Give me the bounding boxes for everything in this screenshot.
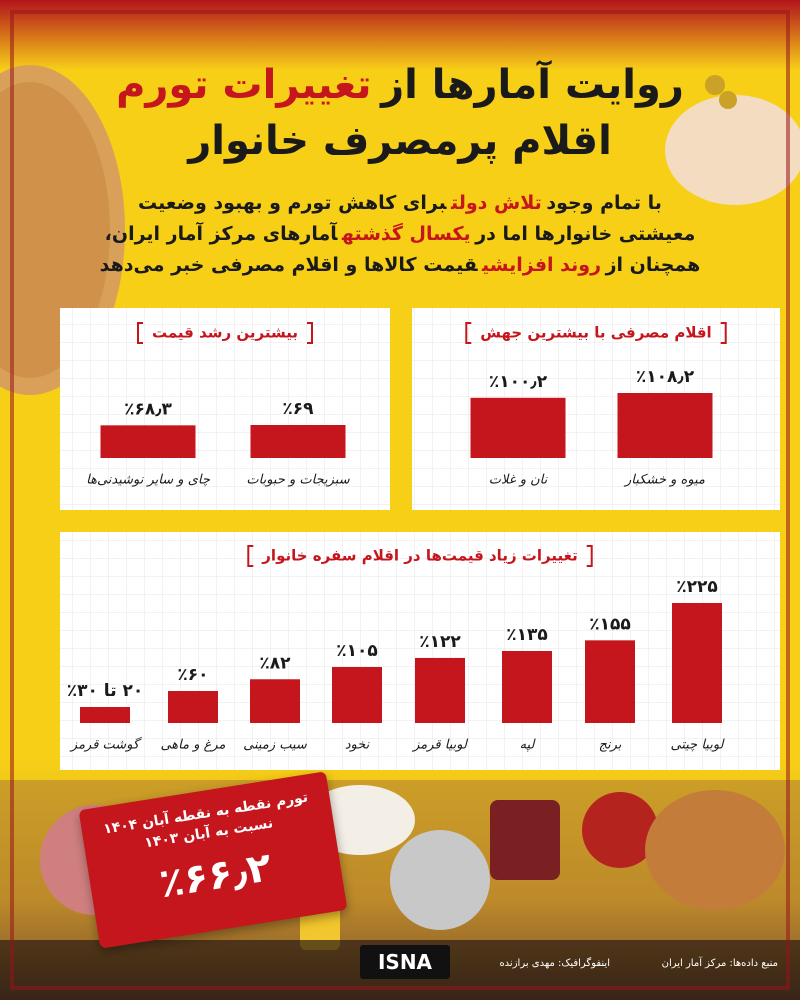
- category-label: نان و غلات: [489, 473, 548, 488]
- category-label: گوشت قرمز: [69, 737, 143, 753]
- highlight-text: یکسال گذشته: [341, 223, 471, 245]
- lentils-decoration: [705, 75, 725, 95]
- value-label: ٪۸۲: [259, 653, 291, 673]
- category-label: چای و سایر نوشیدنی‌ها: [86, 473, 211, 488]
- category-label: مرغ و ماهی: [160, 738, 225, 753]
- value-label: ٪۱۲۲: [419, 632, 461, 652]
- intro-line: با تمام وجودتلاش دولتبرای کاهش تورم و به…: [90, 192, 710, 214]
- intro-line: معیشتی خانوارها اما دریکسال گذشتهآمارهای…: [90, 223, 710, 245]
- title-line: روایت آمارها ازتغییرات تورم: [90, 62, 710, 108]
- title-line: اقلام پرمصرف خانوار: [90, 118, 710, 164]
- title-bracket: [137, 322, 144, 344]
- value-label: ٪۶۹: [282, 399, 314, 419]
- highlight-text: تلاش دولت: [450, 192, 542, 214]
- highlight-text: تغییرات تورم: [116, 62, 372, 108]
- bar-chart: بیشترین رشد قیمت ٪۶۹ سبزیجات و حبوبات ٪۶۸٫۳…: [60, 308, 390, 510]
- bar: [168, 691, 218, 723]
- bar: [672, 603, 722, 723]
- text: همچنان از: [605, 254, 701, 276]
- bar: [332, 667, 382, 723]
- bar-chart: اقلام مصرفی با بیشترین جهش ٪۱۰۸٫۲ میوه و خ…: [412, 308, 780, 510]
- text: معیشتی خانوارها اما در: [475, 223, 696, 245]
- value-label: ٪۱۵۵: [589, 614, 631, 634]
- title-bracket: [465, 322, 472, 344]
- value-label: ٪۱۰۵: [336, 641, 378, 661]
- category-label: لپه: [520, 738, 537, 753]
- category-label: میوه و خشکبار: [623, 473, 705, 488]
- value-label: ٪۱۰۰٫۲: [489, 372, 548, 392]
- bar: [617, 393, 713, 458]
- bar: [100, 425, 196, 458]
- bar: [502, 651, 552, 723]
- chicken-decoration: [665, 95, 800, 205]
- lentils-decoration: [719, 91, 737, 109]
- chart-grid: [60, 532, 780, 770]
- value-label: ٪۱۰۸٫۲: [636, 367, 695, 387]
- value-label: ۲۰ تا ۳۰٪: [67, 681, 144, 701]
- chart-title: بیشترین رشد قیمت: [152, 324, 298, 342]
- category-label: لوبیا قرمز: [411, 738, 469, 753]
- title-bracket: [247, 545, 254, 567]
- jar-decoration: [490, 800, 560, 880]
- value-label: ٪۶۸٫۳: [124, 399, 172, 419]
- text: روایت آمارها از: [381, 62, 684, 108]
- text: برای کاهش تورم و بهبود وضعیت: [138, 192, 447, 214]
- title-bracket: [720, 322, 727, 344]
- chart-grid: [60, 308, 390, 510]
- text: با تمام وجود: [546, 192, 662, 214]
- bread-decoration: [645, 790, 785, 910]
- intro-line: همچنان ازروند افزایشیقیمت کالاها و اقلام…: [90, 254, 710, 276]
- category-label: سیب زمینی: [243, 738, 308, 753]
- logo: ISNA: [360, 945, 450, 979]
- value-label: ٪۱۳۵: [506, 625, 548, 645]
- text: قیمت کالاها و اقلام مصرفی خبر می‌دهد: [99, 254, 478, 276]
- pomegranate-decoration: [582, 792, 658, 868]
- chart-title: تغییرات زیاد قیمت‌ها در اقلام سفره خانوا…: [261, 547, 577, 565]
- category-label: لوبیا چیتی: [670, 738, 725, 753]
- category-label: نخود: [345, 738, 370, 753]
- bar: [80, 707, 130, 723]
- text: اقلام پرمصرف خانوار: [188, 118, 612, 164]
- can-decoration: [390, 830, 490, 930]
- category-label: سبزیجات و حبوبات: [246, 473, 350, 488]
- category-label: برنج: [599, 738, 622, 753]
- title-bracket: [586, 545, 593, 567]
- bar: [470, 397, 566, 458]
- highlight-text: روند افزایشی: [482, 254, 602, 276]
- value-label: ٪۶۰: [177, 665, 208, 685]
- bar: [415, 657, 465, 723]
- title-bracket: [306, 322, 313, 344]
- bread-decoration: [0, 82, 110, 378]
- text: آمارهای مرکز آمار ایران،: [104, 223, 338, 245]
- bar-chart: تغییرات زیاد قیمت‌ها در اقلام سفره خانوا…: [60, 532, 780, 770]
- value-label: ٪۲۲۵: [676, 577, 718, 597]
- source-credit: منبع داده‌ها: مرکز آمار ایران: [661, 958, 778, 969]
- bar: [250, 679, 300, 723]
- designer-credit: اینفوگرافیک: مهدی برازنده: [499, 958, 610, 969]
- bar: [585, 640, 635, 723]
- chart-title: اقلام مصرفی با بیشترین جهش: [480, 324, 711, 342]
- bar: [250, 425, 346, 458]
